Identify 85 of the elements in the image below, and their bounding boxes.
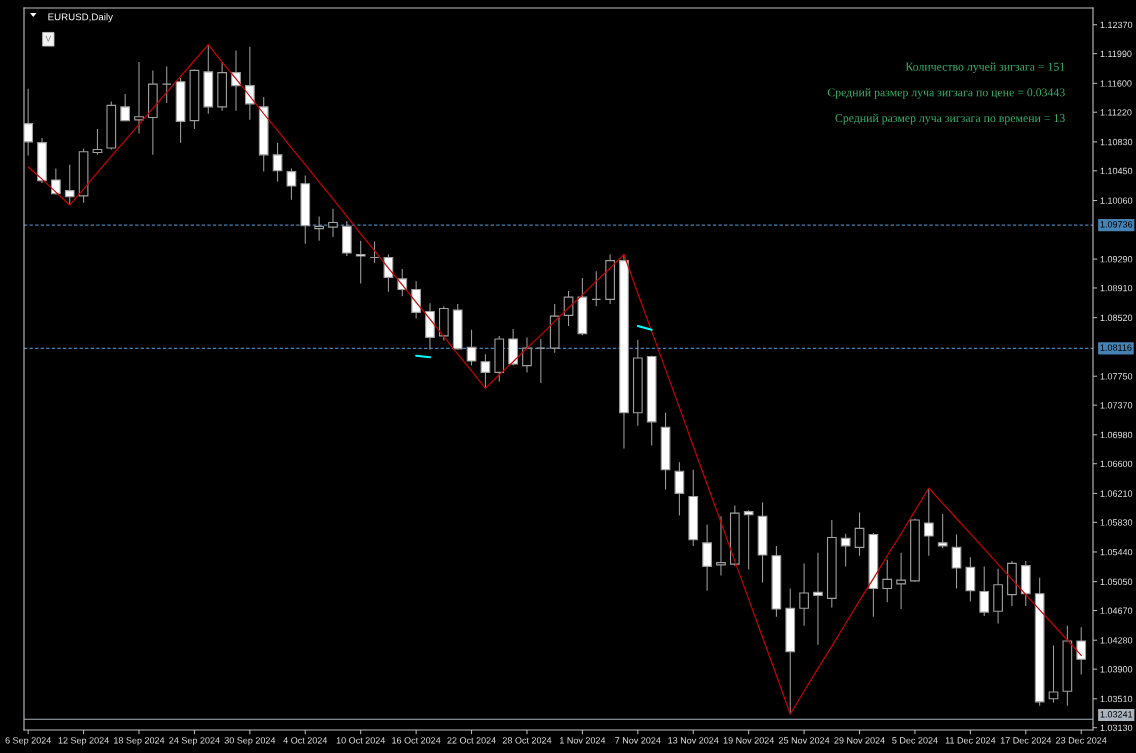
x-tick-label: 17 Dec 2024 xyxy=(1000,737,1052,744)
x-tick-label: 23 Dec 2024 xyxy=(1056,737,1107,744)
x-tick-label: 4 Oct 2024 xyxy=(283,737,328,744)
y-tick-label: 1.11220 xyxy=(1100,109,1132,116)
candlestick xyxy=(840,533,851,567)
y-tick-label: 1.06210 xyxy=(1100,490,1133,497)
y-tick-label: 1.05050 xyxy=(1100,578,1133,585)
candlestick xyxy=(799,562,809,627)
annotation: V xyxy=(45,35,52,42)
x-tick-label: 16 Oct 2024 xyxy=(392,737,441,744)
y-tick-label: 1.08910 xyxy=(1100,284,1133,292)
y-tick-label: 1.05830 xyxy=(1100,519,1133,526)
y-tick-label: 1.10060 xyxy=(1100,197,1133,204)
ref-line-label: 1.03241 xyxy=(1100,711,1133,718)
candlestick xyxy=(1048,645,1059,704)
y-tick-label: 1.06600 xyxy=(1100,460,1133,468)
annotation: Средний размер луча зигзага по времени = 13 xyxy=(835,113,1065,125)
candlestick xyxy=(383,253,394,293)
candlestick xyxy=(314,215,324,242)
x-tick-label: 28 Oct 2024 xyxy=(502,737,552,744)
y-tick-label: 1.07370 xyxy=(1100,402,1133,409)
x-tick-label: 30 Sep 2024 xyxy=(224,737,276,746)
candlestick xyxy=(522,336,532,373)
x-tick-label: 13 Nov 2024 xyxy=(668,737,719,744)
y-tick-label: 1.09290 xyxy=(1100,256,1133,263)
y-tick-label: 1.10830 xyxy=(1100,138,1133,146)
y-tick-label: 1.03900 xyxy=(1100,666,1133,673)
y-tick-label: 1.03510 xyxy=(1100,695,1133,703)
candlestick xyxy=(854,511,865,557)
y-tick-label: 1.05440 xyxy=(1100,548,1133,556)
y-tick-label: 1.06980 xyxy=(1100,431,1133,439)
candlestick xyxy=(355,240,366,284)
candlestick xyxy=(813,552,823,646)
x-tick-label: 5 Dec 2024 xyxy=(892,737,938,744)
ref-line-label: 1.08116 xyxy=(1100,344,1132,351)
candlestick xyxy=(702,524,712,592)
candlestick xyxy=(896,552,906,610)
candlestick xyxy=(923,487,934,557)
candlestick xyxy=(716,515,726,577)
candlestick xyxy=(328,208,338,238)
x-tick-label: 7 Nov 2024 xyxy=(615,737,661,744)
candlestick xyxy=(64,164,75,206)
candlestick xyxy=(411,280,421,319)
y-tick-label: 1.11600 xyxy=(1100,80,1132,87)
x-tick-label: 19 Nov 2024 xyxy=(723,737,775,744)
annotation: Количество лучей зигзага = 151 xyxy=(905,62,1065,74)
candlestick xyxy=(286,168,297,201)
candlestick xyxy=(937,513,948,549)
candlestick xyxy=(161,66,172,104)
annotation: Средний размер луча зигзага по цене = 0.03443 xyxy=(827,88,1065,99)
candlestick xyxy=(245,46,255,121)
candlestick xyxy=(965,556,976,602)
x-tick-label: 11 Dec 2024 xyxy=(945,737,996,744)
candlestick xyxy=(951,533,962,590)
x-tick-label: 10 Oct 2024 xyxy=(336,737,386,744)
candlestick xyxy=(743,509,754,570)
x-tick-label: 6 Sep 2024 xyxy=(5,737,51,746)
y-tick-label: 1.08520 xyxy=(1100,314,1133,322)
x-tick-label: 29 Nov 2024 xyxy=(834,737,885,744)
candlestick xyxy=(674,461,685,516)
candlestick xyxy=(480,353,491,389)
x-tick-label: 24 Sep 2024 xyxy=(169,737,220,746)
candlestick xyxy=(24,88,34,157)
y-tick-label: 1.03130 xyxy=(1100,724,1133,732)
candlestick xyxy=(120,93,131,122)
y-tick-label: 1.04280 xyxy=(1100,637,1133,644)
x-tick-label: 1 Nov 2024 xyxy=(560,737,606,744)
candlestick xyxy=(979,565,990,617)
candlestick xyxy=(466,329,477,367)
y-tick-label: 1.11990 xyxy=(1100,50,1132,58)
candlestick xyxy=(272,142,283,182)
x-tick-label: 12 Sep 2024 xyxy=(58,737,109,746)
candlestick xyxy=(134,61,144,135)
x-tick-label: 22 Oct 2024 xyxy=(447,737,496,744)
ref-line-label: 1.09736 xyxy=(1100,221,1133,228)
y-tick-label: 1.10450 xyxy=(1100,167,1133,175)
x-tick-label: 18 Sep 2024 xyxy=(114,737,165,746)
x-tick-label: 25 Nov 2024 xyxy=(778,737,830,744)
candlestick xyxy=(882,559,893,603)
candlestick xyxy=(1076,626,1087,675)
candlestick xyxy=(92,128,103,156)
y-tick-label: 1.07750 xyxy=(1100,373,1133,380)
y-tick-label: 1.04670 xyxy=(1100,607,1133,614)
chart-title: EURUSD,Daily xyxy=(48,13,113,23)
y-tick-label: 1.12370 xyxy=(1100,21,1133,29)
